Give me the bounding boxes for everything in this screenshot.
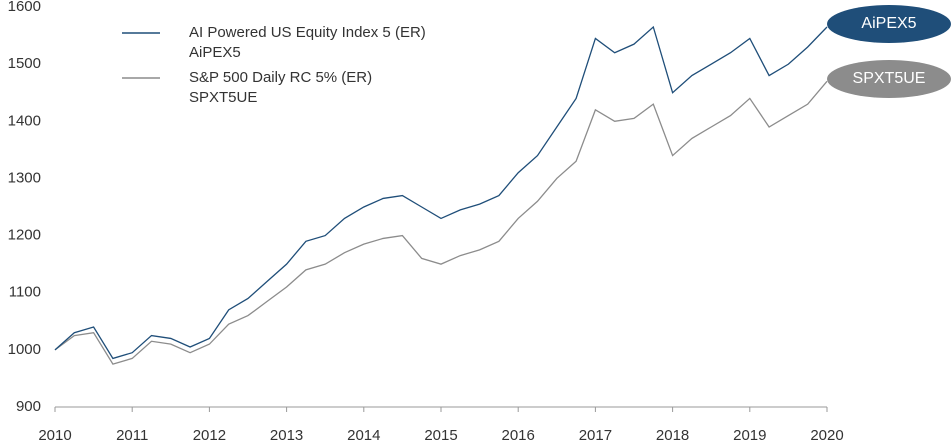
x-tick-label: 2012: [193, 427, 226, 444]
legend-ticker: AiPEX5: [189, 44, 241, 61]
x-tick-label: 2010: [38, 427, 71, 444]
y-tick-label: 1100: [9, 284, 41, 301]
y-tick-label: 900: [16, 398, 41, 415]
x-tick-label: 2019: [733, 427, 766, 444]
x-tick-label: 2015: [424, 427, 457, 444]
y-tick-label: 1500: [8, 55, 41, 72]
x-tick-label: 2016: [502, 427, 535, 444]
series-line: [54, 25, 828, 360]
legend-label: AI Powered US Equity Index 5 (ER): [189, 24, 426, 41]
series-tag-bg: [827, 5, 951, 43]
legend-label: S&P 500 Daily RC 5% (ER): [189, 69, 372, 86]
y-tick-label: 1300: [8, 169, 41, 186]
y-tick-label: 1000: [8, 341, 41, 358]
x-tick-label: 2020: [810, 427, 843, 444]
x-tick-label: 2017: [579, 427, 612, 444]
x-tick-label: 2014: [347, 427, 380, 444]
series-tag: AiPEX5: [861, 15, 916, 32]
x-tick-label: 2018: [656, 427, 689, 444]
series-line: [54, 80, 828, 365]
y-tick-label: 1400: [8, 112, 41, 129]
x-tick-label: 2011: [116, 427, 148, 444]
series-tag-bg: [827, 60, 951, 98]
legend-ticker: SPXT5UE: [189, 89, 257, 106]
y-tick-label: 1600: [8, 0, 41, 15]
series-tag: SPXT5UE: [853, 70, 926, 87]
x-tick-label: 2013: [270, 427, 303, 444]
y-tick-label: 1200: [8, 227, 41, 244]
